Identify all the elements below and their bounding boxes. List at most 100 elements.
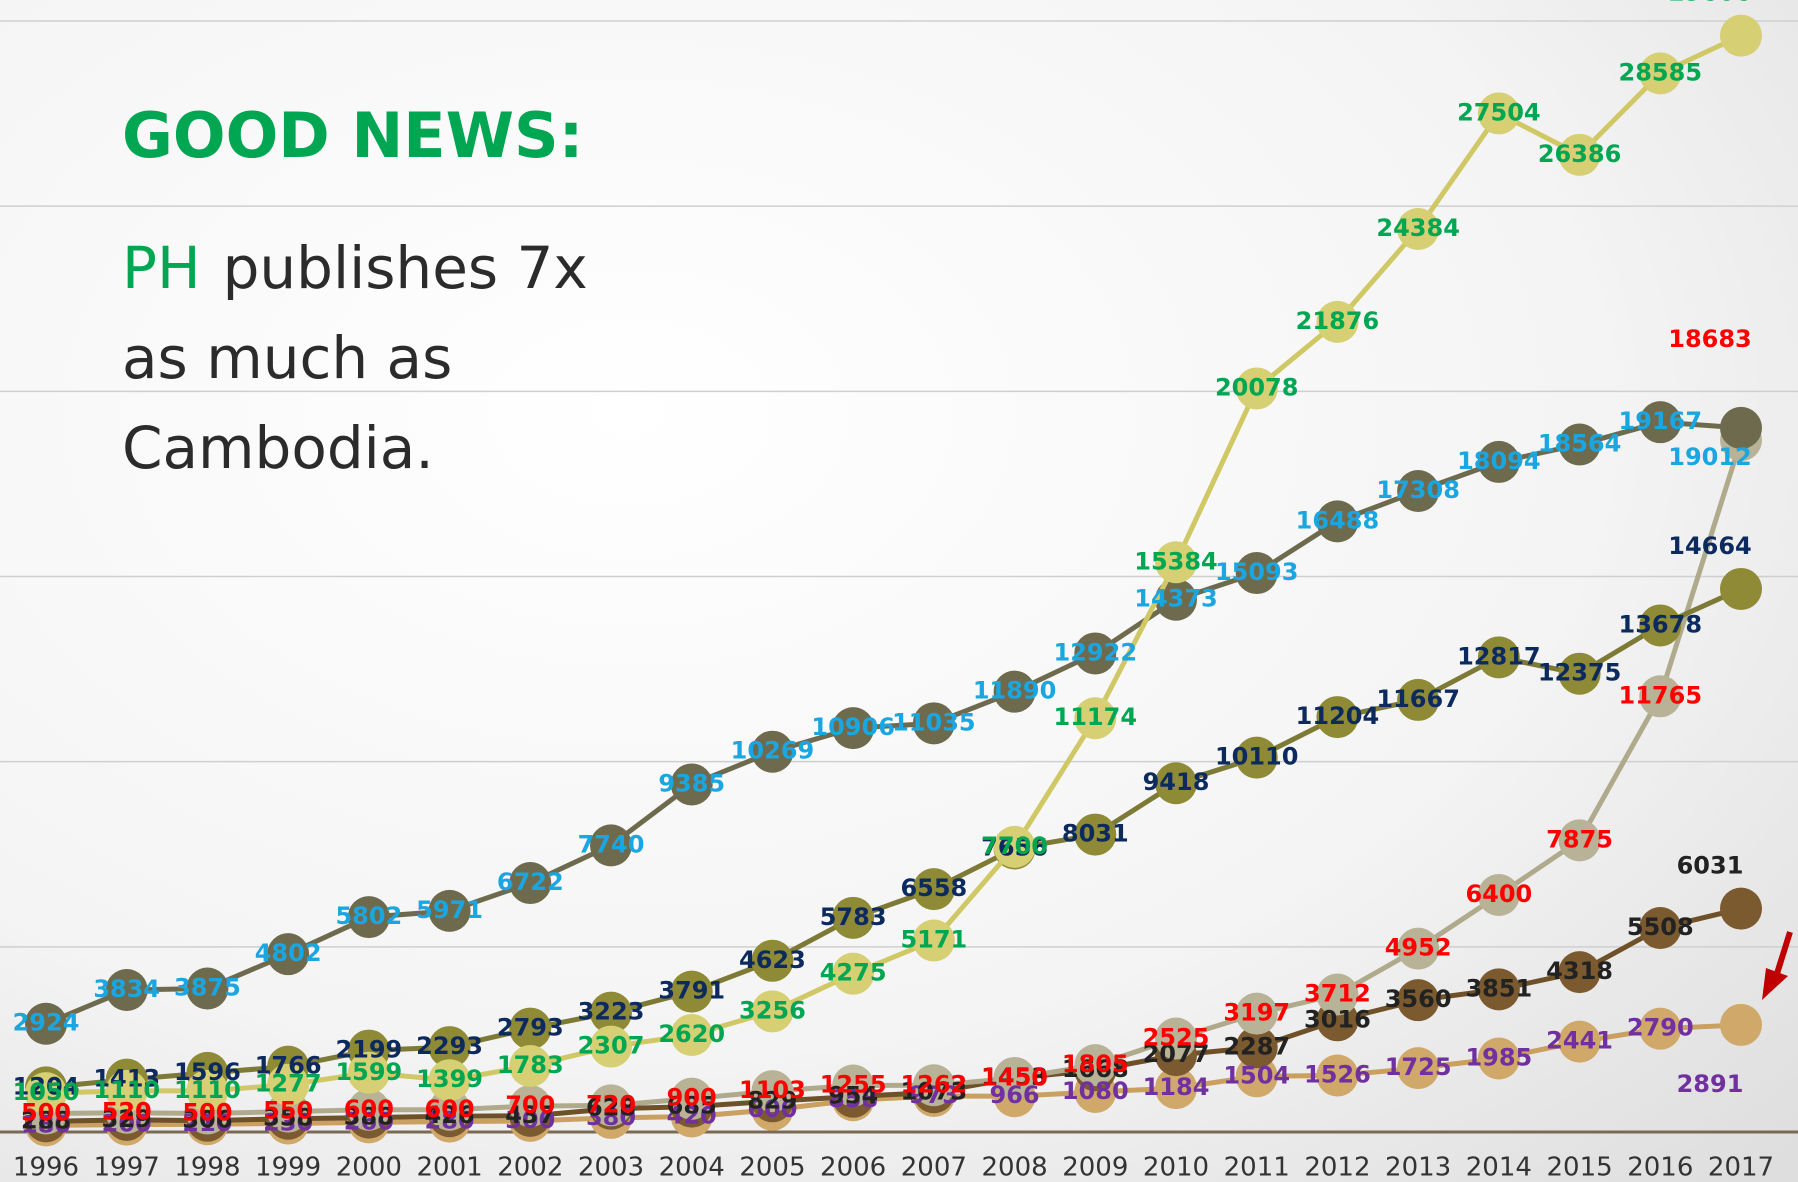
series-line (45, 33, 1743, 1096)
data-label: 4275 (820, 959, 887, 987)
point (428, 1026, 471, 1069)
series-line (45, 1022, 1742, 1128)
data-label: 2793 (497, 1014, 564, 1042)
body-text: publishes 7x (223, 234, 588, 302)
data-label: 4318 (1546, 957, 1613, 985)
data-label: 8031 (1062, 820, 1129, 848)
point (993, 670, 1036, 713)
data-label: 3256 (739, 996, 806, 1024)
data-label: 10110 (1215, 743, 1299, 771)
data-label: 2525 (1143, 1023, 1210, 1051)
point (1639, 1007, 1682, 1050)
data-label: 1110 (93, 1076, 160, 1104)
data-label: 954 (828, 1082, 878, 1110)
data-label: 300 (505, 1106, 555, 1134)
point (1397, 927, 1440, 970)
data-label: 5802 (335, 902, 402, 930)
x-tick-label: 2010 (1143, 1153, 1209, 1182)
end-label: 29606 (1668, 0, 1752, 7)
data-label: 19167 (1619, 407, 1703, 435)
data-label: 210 (182, 1109, 232, 1137)
point (347, 1051, 390, 1094)
data-label: 7700 (981, 832, 1048, 860)
data-label: 18564 (1538, 430, 1622, 458)
x-tick-label: 2008 (981, 1153, 1047, 1182)
point (670, 763, 713, 806)
data-label: 5508 (1627, 913, 1694, 941)
data-label: 1080 (1062, 1077, 1129, 1105)
point (105, 1069, 148, 1112)
data-label: 5971 (416, 896, 483, 924)
series-line (45, 586, 1743, 1090)
data-label: 14373 (1134, 585, 1218, 613)
point (993, 1057, 1036, 1100)
data-label: 388 (344, 1103, 394, 1131)
point (1316, 973, 1359, 1016)
point (1477, 1037, 1520, 1080)
point (1639, 675, 1682, 718)
data-label: 3875 (174, 973, 241, 1001)
data-label: 11667 (1376, 685, 1460, 713)
data-label: 3560 (1385, 985, 1452, 1013)
point (1155, 1017, 1197, 1060)
point (832, 1064, 875, 1107)
x-tick-label: 2006 (820, 1153, 886, 1182)
point (267, 933, 310, 976)
point (1155, 578, 1197, 621)
data-label: 7875 (1546, 825, 1613, 853)
data-label: 1277 (255, 1070, 322, 1098)
data-label: 1255 (820, 1071, 887, 1099)
data-label: 628 (586, 1094, 636, 1122)
highlight: PH (122, 234, 201, 302)
x-tick-label: 2015 (1546, 1153, 1612, 1182)
point (1316, 696, 1359, 739)
data-label: 3197 (1223, 999, 1290, 1027)
data-label: 2293 (416, 1032, 483, 1060)
x-tick-label: 2005 (739, 1153, 805, 1182)
data-label: 1599 (335, 1058, 402, 1086)
point (1397, 979, 1440, 1022)
data-label: 685 (667, 1092, 717, 1120)
point (1397, 1047, 1440, 1090)
point (590, 824, 632, 867)
data-label: 3223 (578, 998, 645, 1026)
point (347, 1088, 390, 1131)
data-label: 2790 (1627, 1014, 1694, 1042)
data-label: 380 (586, 1103, 636, 1131)
point (428, 1088, 471, 1131)
point (1235, 1026, 1278, 1069)
point (267, 1063, 310, 1106)
point (832, 952, 875, 995)
point (25, 1002, 67, 1045)
point (993, 825, 1036, 868)
data-label: 200 (102, 1110, 152, 1138)
x-tick-label: 2014 (1466, 1153, 1532, 1182)
data-label: 1399 (416, 1065, 483, 1093)
data-label: 2924 (13, 1009, 80, 1037)
point (751, 990, 794, 1033)
data-label: 24384 (1376, 214, 1460, 242)
series-line (45, 419, 1742, 1027)
point (25, 1072, 67, 1115)
data-label: 26386 (1538, 140, 1622, 168)
data-label: 600 (344, 1095, 394, 1123)
data-label: 15093 (1215, 558, 1299, 586)
data-label: 6722 (497, 868, 564, 896)
point (509, 1044, 552, 1087)
data-label: 3791 (658, 977, 725, 1005)
point (1639, 401, 1682, 444)
data-label: 900 (667, 1084, 717, 1112)
point (347, 896, 390, 939)
data-label: 500 (182, 1098, 232, 1126)
point (1235, 736, 1278, 779)
point (1720, 14, 1762, 57)
data-label: 20078 (1215, 373, 1299, 401)
point (1477, 968, 1520, 1011)
x-tick-label: 1998 (174, 1153, 240, 1182)
data-label: 1103 (739, 1076, 806, 1104)
x-tick-label: 1997 (94, 1153, 160, 1182)
point (1477, 440, 1520, 483)
data-label: 600 (747, 1095, 797, 1123)
point (1720, 1003, 1762, 1046)
